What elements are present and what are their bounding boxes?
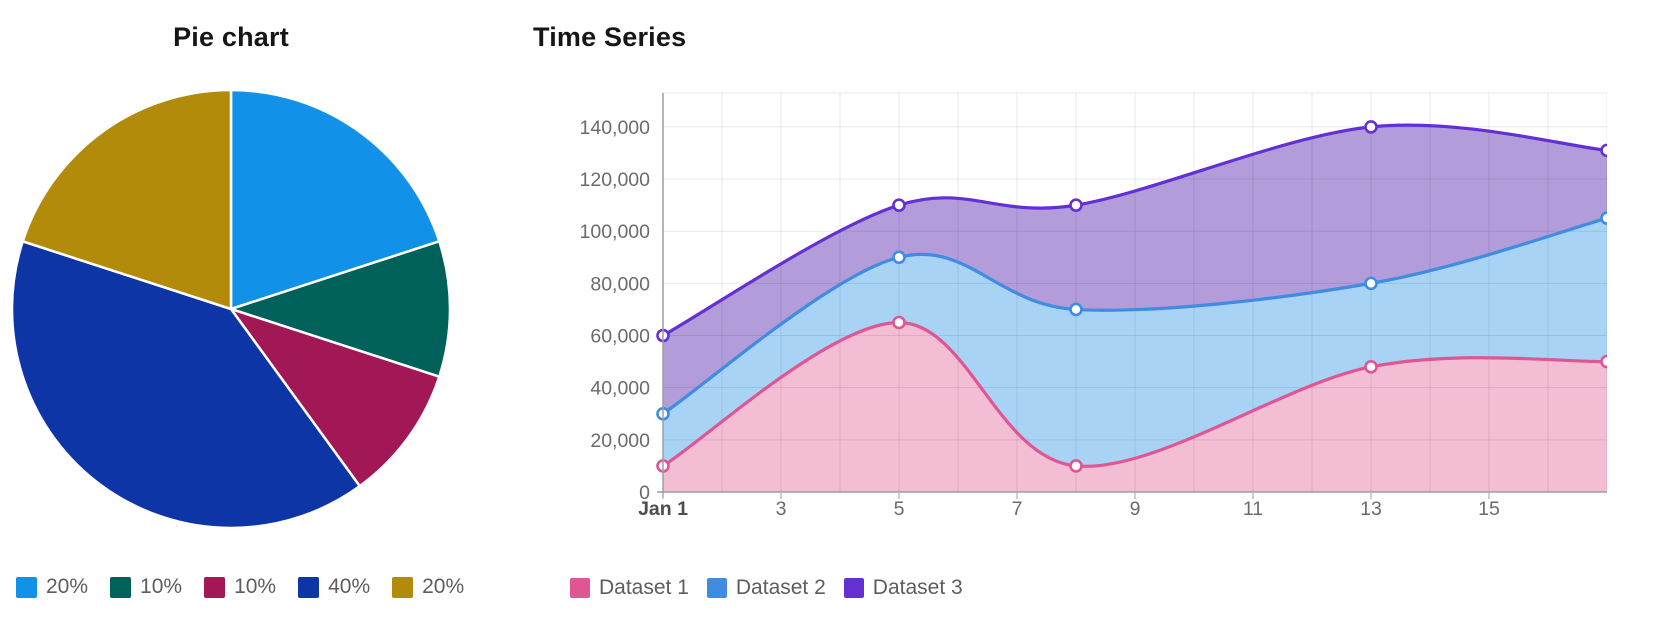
y-tick-label: 60,000 [590, 326, 650, 348]
pie-slice-10% [229, 307, 441, 488]
point-dataset-2 [1364, 276, 1378, 291]
legend-label: 20% [46, 575, 89, 598]
y-tick-label: 20,000 [590, 430, 650, 452]
point-dataset-3 [1069, 198, 1083, 212]
pie-chart-title: Pie chart [173, 22, 289, 52]
x-tick-label: 15 [1478, 498, 1500, 520]
point-dataset-1 [1069, 459, 1083, 473]
point-dataset-1 [1364, 360, 1378, 374]
legend-swatch [204, 576, 226, 598]
x-tick-label: 13 [1360, 498, 1382, 520]
legend-swatch [706, 578, 727, 598]
point-dataset-3 [892, 198, 906, 212]
point-dataset-3 [1600, 143, 1607, 158]
point-dataset-1 [1600, 354, 1607, 369]
pie-legend-item-1[interactable]: 20% [16, 575, 88, 599]
pie-slice-20% [21, 88, 233, 311]
legend-label: Dataset 3 [872, 576, 963, 599]
plot-area [656, 92, 1607, 493]
y-tick-label: 0 [639, 482, 650, 504]
legend-swatch [16, 576, 37, 598]
point-dataset-2 [1069, 302, 1083, 317]
legend-label: 10% [140, 575, 183, 598]
area-dataset-1 [663, 322, 1607, 492]
legend-label: Dataset 2 [735, 576, 826, 599]
ts-legend-item-2[interactable]: Dataset 2 [706, 576, 826, 600]
y-tick-label: 120,000 [580, 169, 651, 191]
area-dataset-3 [663, 125, 1607, 414]
x-tick-label: 9 [1130, 498, 1141, 520]
pie-legend-item-2[interactable]: 10% [110, 575, 182, 599]
ts-legend-item-1[interactable]: Dataset 1 [570, 576, 689, 600]
timeseries-legend: Dataset 1 Dataset 2 Dataset 3 [570, 576, 963, 600]
pie-legend-item-5[interactable]: 20% [392, 575, 464, 599]
y-tick-label: 80,000 [590, 273, 650, 295]
legend-label: 10% [234, 575, 277, 598]
legend-swatch [392, 576, 414, 598]
legend-swatch [298, 576, 320, 598]
legend-label: 40% [328, 575, 371, 598]
pie-slice-20% [229, 88, 441, 311]
point-dataset-2 [1600, 211, 1607, 225]
point-dataset-2 [892, 250, 906, 265]
gridlines [662, 92, 1607, 493]
pie-legend: 20% 10% 10% 40% 20% [16, 575, 464, 599]
pie-slice-40% [10, 240, 361, 530]
x-tick-label: 5 [894, 498, 905, 520]
x-tick-label: Jan 1 [638, 498, 688, 520]
pie-legend-item-4[interactable]: 40% [298, 575, 370, 599]
ts-legend-item-3[interactable]: Dataset 3 [843, 576, 963, 600]
legend-label: 20% [422, 575, 465, 598]
x-tick-label: 7 [1012, 498, 1023, 520]
pie-legend-item-3[interactable]: 10% [204, 575, 276, 599]
legend-swatch [843, 578, 864, 598]
point-dataset-3 [1364, 120, 1378, 134]
x-tick-label: 11 [1243, 498, 1263, 520]
y-tick-label: 140,000 [580, 117, 651, 139]
x-tick-label: 3 [776, 498, 787, 520]
area-dataset-2 [663, 218, 1607, 467]
y-tick-label: 40,000 [590, 378, 650, 400]
timeseries-chart-title: Time Series [533, 22, 687, 52]
legend-label: Dataset 1 [599, 576, 689, 599]
legend-swatch [110, 576, 132, 598]
legend-swatch [570, 578, 590, 598]
y-tick-label: 100,000 [580, 221, 651, 243]
pie-slice-10% [229, 240, 452, 378]
point-dataset-1 [892, 315, 906, 330]
